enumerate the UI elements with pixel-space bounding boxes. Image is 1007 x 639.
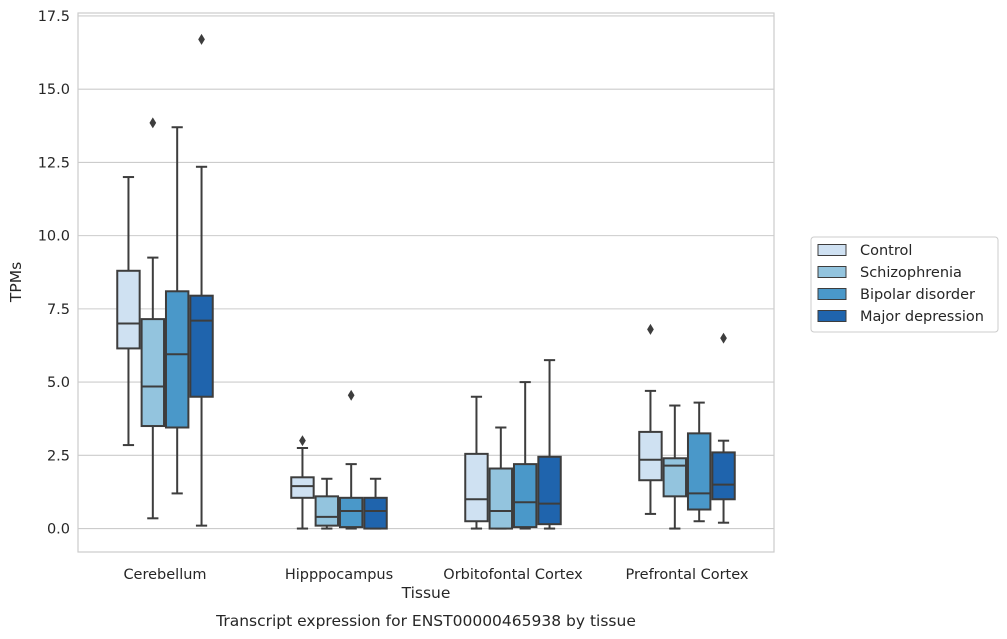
box xyxy=(488,426,514,530)
legend-label: Schizophrenia xyxy=(860,265,962,281)
box xyxy=(189,33,214,527)
outlier-point xyxy=(720,332,727,344)
x-tick-labels: Cerebellum Hipppocampus Orbitofontal Corte… xyxy=(123,567,748,583)
outlier-point xyxy=(647,323,654,335)
box-body xyxy=(290,476,315,499)
legend-label: Control xyxy=(860,243,912,259)
box-body xyxy=(116,269,141,350)
boxes xyxy=(116,33,736,530)
box-body xyxy=(189,294,214,398)
y-tick-label: 0.0 xyxy=(47,522,70,538)
box-body xyxy=(537,455,562,526)
outlier-point xyxy=(299,435,306,447)
y-tick-label: 7.5 xyxy=(47,302,70,318)
y-tick-label: 15.0 xyxy=(38,82,70,98)
box-body xyxy=(512,463,538,529)
box xyxy=(512,381,538,530)
legend-frame xyxy=(810,236,999,333)
outlier-point xyxy=(149,117,157,129)
legend-swatch xyxy=(817,288,847,300)
outlier-point xyxy=(347,389,355,401)
y-tick-label: 12.5 xyxy=(38,155,70,171)
box-body xyxy=(464,452,489,523)
box-body xyxy=(314,495,340,527)
box-body xyxy=(164,290,190,429)
box-body xyxy=(662,457,688,498)
box xyxy=(338,389,364,530)
box-body xyxy=(711,451,736,501)
box-body xyxy=(638,430,663,482)
box xyxy=(686,401,712,523)
legend-label: Major depression xyxy=(860,309,984,325)
chart-caption: Transcript expression for ENST0000046593… xyxy=(215,612,636,630)
legend-swatch xyxy=(817,310,847,322)
x-tick-label: Cerebellum xyxy=(123,567,206,583)
x-tick-label: Prefrontal Cortex xyxy=(626,567,749,583)
y-tick-label: 5.0 xyxy=(47,375,70,391)
y-tick-label: 17.5 xyxy=(38,9,70,25)
box xyxy=(662,404,688,530)
box-body xyxy=(363,496,388,530)
x-tick-label: Hipppocampus xyxy=(285,567,393,583)
box xyxy=(164,126,190,495)
legend-swatch xyxy=(817,244,847,256)
x-axis-label: Tissue xyxy=(401,584,451,602)
y-tick-labels: 0.0 2.5 5.0 7.5 10.0 12.5 15.0 17.5 xyxy=(38,9,70,538)
legend-label: Bipolar disorder xyxy=(860,287,975,303)
y-tick-label: 10.0 xyxy=(38,229,70,245)
box-body xyxy=(338,496,364,529)
box xyxy=(711,332,736,524)
legend: Control Schizophrenia Bipolar disorder Majo… xyxy=(810,236,999,333)
y-axis-label: TPMs xyxy=(7,262,25,303)
box xyxy=(140,117,166,520)
legend-swatch xyxy=(817,266,847,278)
plot-frame xyxy=(77,12,775,553)
box xyxy=(116,176,141,447)
gridlines xyxy=(78,15,774,530)
box-body xyxy=(686,432,712,511)
box xyxy=(537,359,562,530)
box xyxy=(363,477,388,530)
box-body xyxy=(488,467,514,530)
box xyxy=(290,435,315,530)
y-tick-label: 2.5 xyxy=(47,448,70,464)
box xyxy=(464,395,489,530)
x-tick-label: Orbitofontal Cortex xyxy=(443,567,583,583)
box xyxy=(314,477,340,530)
box-body xyxy=(140,318,166,428)
box xyxy=(638,323,663,515)
outlier-point xyxy=(198,33,205,45)
